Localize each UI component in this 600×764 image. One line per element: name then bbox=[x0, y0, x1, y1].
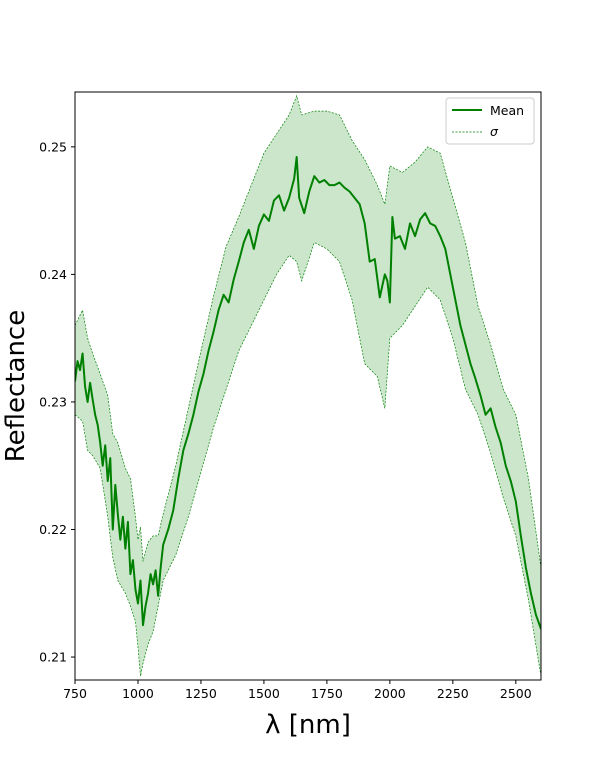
x-tick-label: 750 bbox=[63, 686, 87, 701]
y-ticks: 0.21 0.22 0.23 0.24 0.25 bbox=[39, 139, 75, 665]
std-band-fill bbox=[75, 95, 541, 677]
std-band-upper-edge bbox=[75, 94, 541, 568]
legend-mean-label: Mean bbox=[490, 103, 524, 118]
x-tick-label: 1500 bbox=[248, 686, 280, 701]
x-tick-label: 1750 bbox=[311, 686, 343, 701]
mean-line bbox=[75, 156, 541, 630]
x-tick-label: 1250 bbox=[185, 686, 217, 701]
x-ticks: 750 1000 1250 1500 1750 2000 2250 2500 bbox=[63, 680, 532, 701]
y-tick-label: 0.22 bbox=[39, 522, 67, 537]
y-tick-label: 0.24 bbox=[39, 267, 67, 282]
std-band-lower-edge bbox=[75, 242, 541, 677]
y-tick-label: 0.23 bbox=[39, 394, 67, 409]
y-tick-label: 0.25 bbox=[39, 139, 67, 154]
plot-frame bbox=[74, 91, 542, 681]
legend: Mean σ bbox=[445, 97, 535, 145]
y-axis-label: Reflectance bbox=[1, 310, 31, 462]
legend-sigma-label: σ bbox=[490, 124, 499, 139]
std-band-layer bbox=[75, 94, 541, 677]
y-tick-label: 0.21 bbox=[39, 650, 67, 665]
x-tick-label: 2500 bbox=[500, 686, 532, 701]
mean-line-layer bbox=[75, 156, 541, 630]
x-tick-label: 1000 bbox=[122, 686, 154, 701]
x-axis-label: λ [nm] bbox=[265, 710, 351, 740]
x-tick-label: 2000 bbox=[374, 686, 406, 701]
x-tick-label: 2250 bbox=[437, 686, 469, 701]
